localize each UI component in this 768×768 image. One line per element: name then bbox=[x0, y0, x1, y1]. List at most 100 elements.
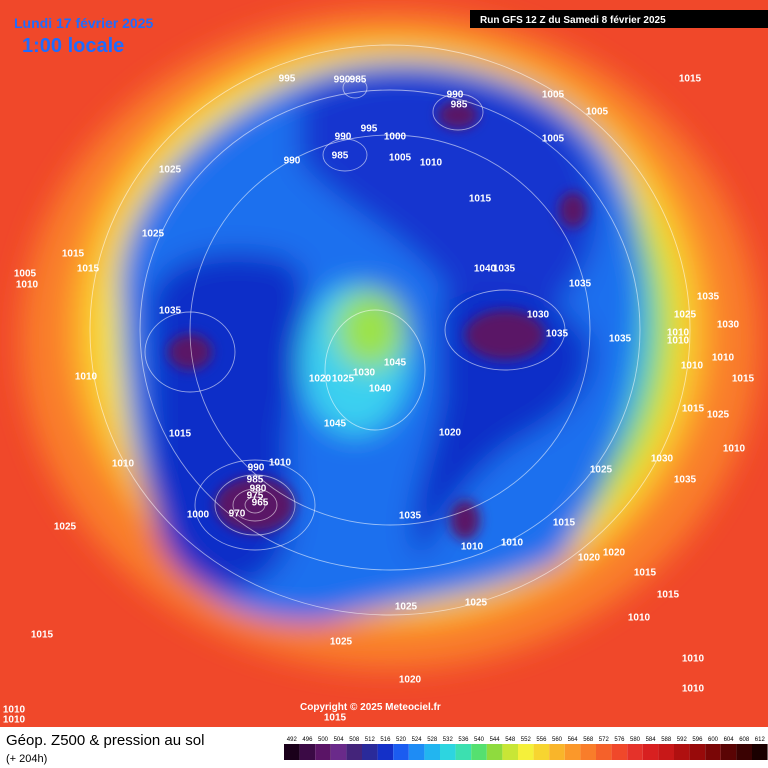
isobar-label: 1010 bbox=[75, 372, 98, 383]
legend-swatch bbox=[424, 744, 440, 760]
legend-swatch bbox=[720, 744, 737, 760]
legend-label: 572 bbox=[599, 737, 610, 743]
legend-label: 504 bbox=[334, 737, 345, 743]
isobar-label: 1035 bbox=[159, 306, 182, 317]
legend-label: 544 bbox=[490, 737, 501, 743]
legend-label: 512 bbox=[365, 737, 376, 743]
isobar-label: 990 bbox=[248, 463, 265, 474]
isobar-label: 1015 bbox=[657, 590, 680, 601]
legend-swatch bbox=[689, 744, 706, 760]
run-box bbox=[470, 10, 768, 28]
isobar-label: 1010 bbox=[712, 353, 735, 364]
legend-label: 588 bbox=[661, 737, 672, 743]
legend-swatch bbox=[752, 744, 768, 760]
isobar-label: 1015 bbox=[634, 568, 657, 579]
isobar-label: 1000 bbox=[187, 510, 210, 521]
isobar-label: 990 bbox=[447, 90, 464, 101]
isobar-label: 1015 bbox=[62, 249, 85, 260]
isobar-label: 1005 bbox=[586, 107, 609, 118]
isobar-label: 1020 bbox=[578, 553, 601, 564]
legend-label: 532 bbox=[443, 737, 454, 743]
isobar-label: 1010 bbox=[3, 705, 26, 716]
legend-label: 608 bbox=[739, 737, 750, 743]
isobar-label: 1035 bbox=[569, 279, 592, 290]
isobar-label: 1015 bbox=[169, 429, 192, 440]
isobar-label: 1040 bbox=[474, 264, 497, 275]
isobar-label: 1045 bbox=[324, 419, 347, 430]
legend: 492 496 500 504 508 512 516 520 524 528 532 536 540 5… bbox=[284, 737, 768, 760]
legend-label: 496 bbox=[302, 737, 313, 743]
isobar-label: 1025 bbox=[332, 374, 355, 385]
legend-swatch bbox=[736, 744, 752, 760]
isobar-label: 1025 bbox=[159, 165, 182, 176]
isobar-label: 965 bbox=[252, 498, 269, 509]
legend-swatch bbox=[486, 744, 503, 760]
legend-swatch bbox=[705, 744, 721, 760]
isobar-label: 1010 bbox=[628, 613, 651, 624]
legend-label: 604 bbox=[724, 737, 735, 743]
isobar-label: 1025 bbox=[590, 465, 613, 476]
legend-label: 536 bbox=[458, 737, 469, 743]
isobar-label: 1000 bbox=[384, 132, 407, 143]
legend-label: 552 bbox=[521, 737, 532, 743]
legend-swatch bbox=[362, 744, 378, 760]
legend-label: 500 bbox=[318, 737, 329, 743]
legend-label: 548 bbox=[505, 737, 516, 743]
isobar-label: 1030 bbox=[527, 310, 550, 321]
isobar-label: 1010 bbox=[681, 361, 704, 372]
legend-label: 540 bbox=[474, 737, 485, 743]
isobar-label: 980 bbox=[250, 484, 267, 495]
legend-swatch bbox=[440, 744, 456, 760]
isobar-label: 1010 bbox=[16, 280, 39, 291]
isobar-label: 1030 bbox=[651, 454, 674, 465]
isobar-label: 1010 bbox=[667, 336, 690, 347]
field bbox=[0, 0, 768, 727]
legend-label: 508 bbox=[349, 737, 360, 743]
isobar-label: 1005 bbox=[14, 269, 37, 280]
isobar-label: 1010 bbox=[682, 654, 705, 665]
legend-swatch bbox=[330, 744, 347, 760]
copyright: Copyright © 2025 Meteociel.fr bbox=[300, 702, 441, 713]
isobar-label: 1035 bbox=[609, 334, 632, 345]
isobar-label: 1035 bbox=[399, 511, 422, 522]
isobar-label: 1035 bbox=[674, 475, 697, 486]
isobar-label: 1025 bbox=[465, 598, 488, 609]
legend-label: 600 bbox=[708, 737, 719, 743]
isobar-label: 1025 bbox=[674, 310, 697, 321]
legend-swatch bbox=[502, 744, 518, 760]
legend-label: 560 bbox=[552, 737, 563, 743]
isobar-label: 1010 bbox=[501, 538, 524, 549]
legend-label: 564 bbox=[568, 737, 579, 743]
isobar-label: 1015 bbox=[679, 74, 702, 85]
isobar-label: 1015 bbox=[553, 518, 576, 529]
time: 1:00 locale bbox=[22, 35, 124, 57]
isobar-label: 1005 bbox=[542, 90, 565, 101]
legend-label: 556 bbox=[536, 737, 547, 743]
isobar-label: 1015 bbox=[31, 630, 54, 641]
isobar-label: 1025 bbox=[707, 410, 730, 421]
isobar-label: 995 bbox=[279, 74, 296, 85]
isobar-label: 990 bbox=[284, 156, 301, 167]
isobar-label: 1005 bbox=[542, 134, 565, 145]
isobar-label: 1025 bbox=[330, 637, 353, 648]
isobar-label: 1010 bbox=[682, 684, 705, 695]
legend-swatch bbox=[549, 744, 565, 760]
legend-swatch bbox=[658, 744, 674, 760]
isobar-label: 970 bbox=[229, 509, 246, 520]
date: Lundi 17 février 2025 bbox=[14, 15, 154, 31]
legend-swatch bbox=[564, 744, 581, 760]
legend-label: 612 bbox=[755, 737, 766, 743]
isobar-label: 1010 bbox=[112, 459, 135, 470]
isobar-label: 985 bbox=[332, 151, 349, 162]
isobar-label: 1035 bbox=[546, 329, 569, 340]
isobar-label: 1010 bbox=[269, 458, 292, 469]
isobar-label: 985 bbox=[350, 75, 367, 86]
legend-label: 528 bbox=[427, 737, 438, 743]
legend-swatch bbox=[674, 744, 690, 760]
legend-swatch bbox=[642, 744, 659, 760]
isobar-label: 1035 bbox=[493, 264, 516, 275]
legend-label: 584 bbox=[646, 737, 657, 743]
isobar-label: 1020 bbox=[309, 374, 332, 385]
legend-swatch bbox=[346, 744, 362, 760]
